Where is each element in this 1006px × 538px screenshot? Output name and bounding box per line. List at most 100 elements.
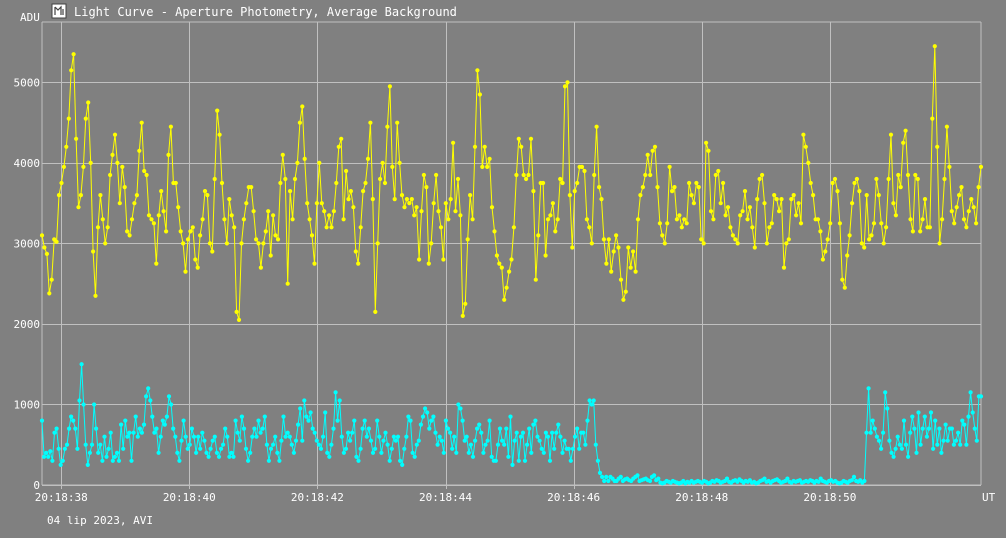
series-2-point	[870, 418, 875, 423]
series-2-point	[529, 450, 534, 455]
series-1-point	[966, 209, 971, 214]
series-1-point	[499, 265, 504, 270]
series-1-point	[341, 217, 346, 222]
series-2-point	[210, 438, 215, 443]
series-2-point	[333, 390, 338, 395]
series-1-point	[579, 164, 585, 169]
series-2-point	[169, 402, 174, 407]
series-2-point	[920, 426, 925, 431]
series-1-point	[609, 269, 614, 274]
series-1-point	[492, 229, 497, 234]
series-2-point	[221, 442, 226, 447]
series-2-point	[289, 442, 294, 447]
series-1-point	[74, 136, 79, 141]
series-1-point	[365, 156, 371, 161]
series-2-point	[175, 450, 180, 455]
series-2-point	[575, 426, 580, 431]
series-1-point	[210, 249, 215, 254]
series-1-point	[881, 241, 886, 246]
series-1-point	[44, 251, 50, 256]
series-2-point	[164, 414, 169, 419]
series-1-point	[485, 164, 490, 169]
series-1-point	[256, 241, 261, 246]
series-1-point	[735, 241, 740, 246]
series-1-point	[818, 229, 823, 234]
series-1-point	[468, 193, 473, 198]
data-series	[39, 44, 984, 486]
series-1-point	[927, 225, 933, 230]
series-2-point	[54, 426, 59, 431]
series-1-point	[645, 152, 650, 157]
series-2-point	[331, 426, 336, 431]
series-2-point	[962, 422, 967, 427]
series-1-point	[261, 241, 266, 246]
series-1-point	[132, 201, 137, 206]
series-2-point	[208, 446, 213, 451]
series-2-point	[89, 442, 95, 447]
series-2-point	[114, 450, 120, 455]
series-1-point	[373, 309, 378, 314]
series-1-point	[655, 185, 660, 190]
series-2-point	[102, 434, 107, 439]
series-2-point	[591, 398, 596, 403]
series-1-point	[533, 277, 538, 282]
series-1-point	[888, 132, 894, 137]
series-2-point	[318, 446, 324, 451]
series-1-point	[458, 213, 463, 218]
series-2-point	[497, 426, 503, 431]
series-1-point	[835, 189, 840, 194]
series-1-point	[266, 209, 271, 214]
series-2-point	[939, 450, 944, 455]
series-1-point	[954, 205, 959, 210]
series-1-point	[901, 140, 906, 145]
series-1-point	[81, 164, 86, 169]
series-1-point	[477, 92, 482, 97]
series-2-point	[418, 422, 423, 427]
series-2-point	[223, 426, 228, 431]
series-2-point	[196, 434, 201, 439]
y-tick-label: 4000	[14, 157, 41, 170]
series-1-point	[317, 160, 322, 165]
series-1-point	[752, 245, 757, 250]
series-2-point	[335, 418, 340, 423]
series-1-point	[514, 172, 519, 178]
series-1-point	[940, 217, 945, 222]
series-2-point	[456, 402, 461, 407]
series-1-point	[935, 144, 940, 149]
series-1-point	[285, 281, 290, 286]
series-1-point	[273, 233, 278, 238]
series-2-point	[427, 426, 432, 431]
series-1-point	[198, 233, 203, 238]
series-1-point	[258, 265, 263, 270]
series-1-point	[786, 237, 791, 242]
series-1-point	[441, 257, 446, 262]
series-1-point	[682, 217, 687, 222]
series-1-point	[599, 197, 604, 202]
series-1-point	[589, 241, 594, 246]
series-1-point	[142, 168, 147, 174]
chart-title: Light Curve - Aperture Photometry, Avera…	[74, 5, 457, 19]
y-tick-labels: 0 1000 2000 3000 4000 5000	[14, 76, 41, 492]
series-2-point	[214, 450, 219, 455]
series-2-point	[293, 438, 299, 443]
series-2-point	[935, 442, 940, 447]
series-2-point	[306, 418, 311, 423]
series-2-point	[635, 473, 640, 478]
series-2-point	[339, 434, 344, 439]
series-2-point	[525, 442, 530, 447]
series-2-point	[423, 406, 428, 411]
series-1-point	[604, 261, 609, 266]
series-1-point	[961, 217, 967, 222]
series-2-point	[73, 426, 78, 431]
y-tick-label: 2000	[14, 318, 41, 331]
series-2-point	[62, 446, 67, 451]
series-1-point	[156, 213, 161, 218]
series-2-point	[889, 450, 894, 455]
series-1-point	[502, 297, 507, 302]
series-2-point	[849, 478, 855, 483]
series-1-point	[244, 201, 249, 206]
series-2-point	[602, 478, 607, 484]
series-2-point	[350, 430, 355, 435]
series-1-point	[56, 193, 62, 198]
series-2-point	[235, 430, 240, 435]
